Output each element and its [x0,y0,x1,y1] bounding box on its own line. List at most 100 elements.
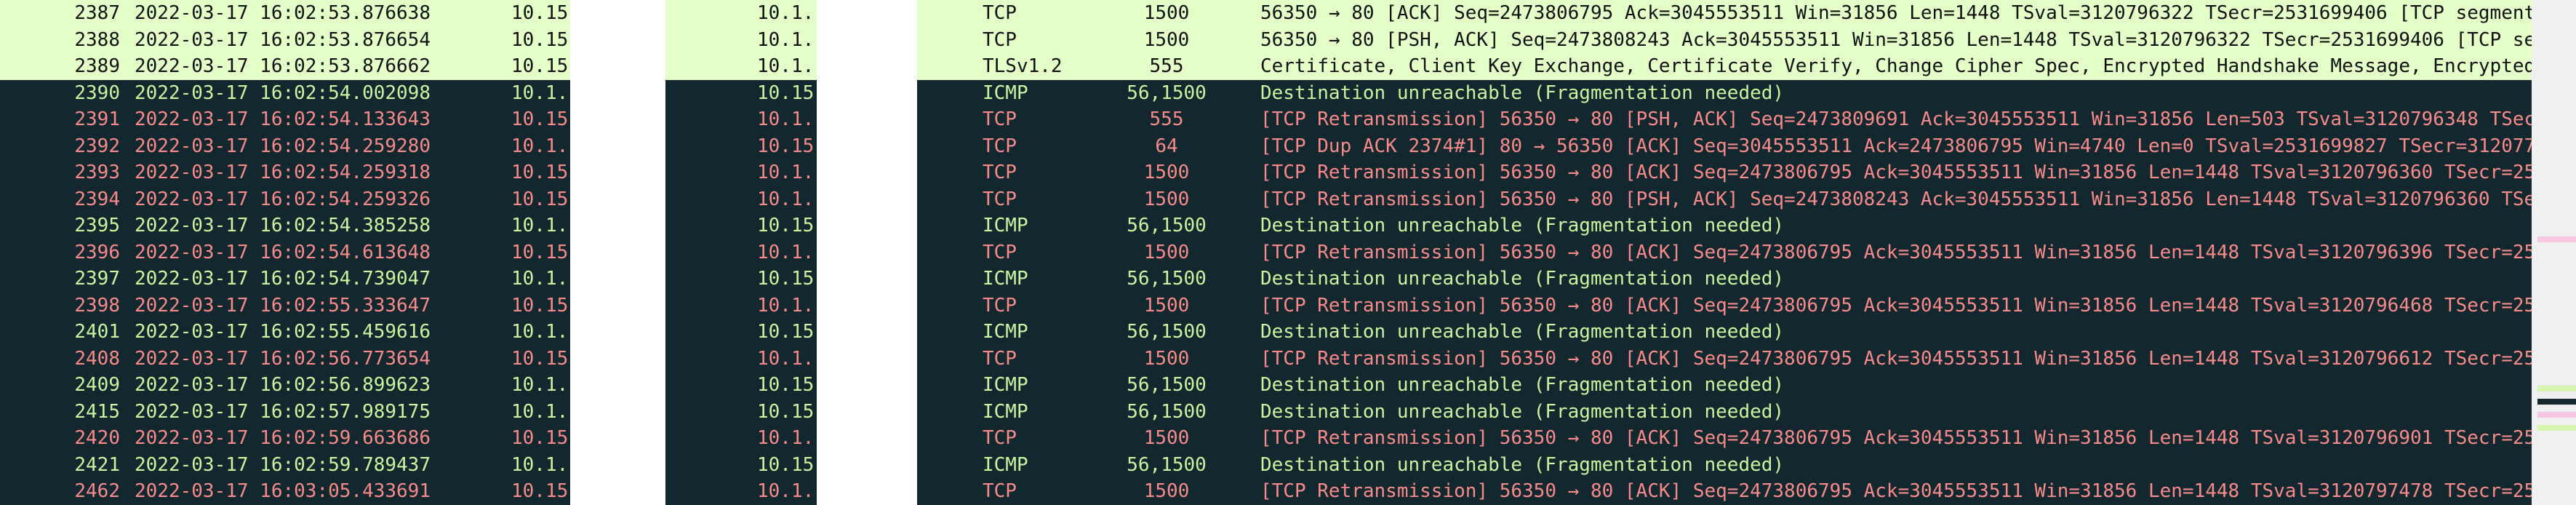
packet-length: 56,1500 [1127,453,1207,476]
packet-time: 2022-03-17 16:02:55.459616 [135,321,431,343]
packet-row[interactable]: 2387 2022-03-17 16:02:53.876638 10.15 10.1.… [0,0,2532,27]
packet-number: 2395 [74,215,120,236]
source-address: 10.15 [511,55,569,77]
packet-row[interactable]: 2390 2022-03-17 16:02:54.002098 10.1. 10.15… [0,79,2532,106]
source-address: 10.15 [511,162,569,183]
packet-row[interactable]: 2395 2022-03-17 16:02:54.385258 10.1. 10.15… [0,212,2532,239]
packet-length: 1500 [1143,427,1190,449]
source-address: 10.15 [511,480,569,502]
packet-time: 2022-03-17 16:02:54.739047 [135,268,431,290]
packet-info: [TCP Retransmission] 56350 → 80 [ACK] Se… [1260,480,2532,502]
packet-row[interactable]: 2408 2022-03-17 16:02:56.773654 10.15 10.1.… [0,345,2532,372]
packet-row[interactable]: 2392 2022-03-17 16:02:54.259280 10.1. 10.15… [0,132,2532,159]
protocol: TCP [983,241,1017,263]
packet-time: 2022-03-17 16:02:54.133643 [135,108,431,130]
packet-number: 2462 [74,480,120,502]
scroll-marker [2537,386,2576,391]
packet-row[interactable]: 2396 2022-03-17 16:02:54.613648 10.15 10.1.… [0,239,2532,266]
protocol: ICMP [983,453,1028,476]
packet-number: 2396 [74,241,120,263]
packet-info: Destination unreachable (Fragmentation n… [1260,374,1785,396]
packet-length: 1500 [1143,2,1190,24]
redaction-box [570,0,665,505]
source-address: 10.1. [511,135,569,157]
packet-time: 2022-03-17 16:02:56.773654 [135,347,431,370]
protocol: ICMP [983,321,1028,343]
packet-row[interactable]: 2462 2022-03-17 16:03:05.433691 10.15 10.1.… [0,478,2532,505]
destination-address: 10.15 [757,321,815,343]
destination-address: 10.1. [757,241,815,263]
packet-row[interactable]: 2393 2022-03-17 16:02:54.259318 10.15 10.1.… [0,159,2532,186]
packet-length: 1500 [1143,188,1190,210]
destination-address: 10.1. [757,2,815,24]
protocol: TCP [983,2,1017,24]
packet-row[interactable]: 2397 2022-03-17 16:02:54.739047 10.1. 10.15… [0,266,2532,293]
packet-time: 2022-03-17 16:02:56.899623 [135,374,431,396]
packet-row[interactable]: 2391 2022-03-17 16:02:54.133643 10.15 10.1.… [0,106,2532,133]
packet-time: 2022-03-17 16:02:53.876654 [135,28,431,51]
source-address: 10.15 [511,294,569,317]
destination-address: 10.1. [757,347,815,370]
packet-info: 56350 → 80 [PSH, ACK] Seq=2473808243 Ack… [1260,28,2532,51]
scrollbar[interactable] [2532,0,2576,505]
packet-number: 2397 [74,268,120,290]
packet-time: 2022-03-17 16:02:54.385258 [135,215,431,236]
packet-info: Destination unreachable (Fragmentation n… [1260,215,1785,236]
packet-row[interactable]: 2409 2022-03-17 16:02:56.899623 10.1. 10.15… [0,372,2532,399]
destination-address: 10.1. [757,480,815,502]
destination-address: 10.1. [757,294,815,317]
protocol: TCP [983,135,1017,157]
scroll-marker [2537,236,2576,242]
redaction-box [817,0,917,505]
protocol: ICMP [983,81,1028,104]
protocol: ICMP [983,268,1028,290]
packet-row[interactable]: 2420 2022-03-17 16:02:59.663686 10.15 10.1.… [0,425,2532,452]
packet-number: 2415 [74,400,120,423]
protocol: TCP [983,28,1017,51]
packet-length: 1500 [1143,347,1190,370]
protocol: TCP [983,294,1017,317]
protocol: TLSv1.2 [983,55,1063,77]
destination-address: 10.1. [757,28,815,51]
packet-time: 2022-03-17 16:02:59.789437 [135,453,431,476]
packet-info: [TCP Retransmission] 56350 → 80 [ACK] Se… [1260,427,2532,449]
packet-info: [TCP Retransmission] 56350 → 80 [ACK] Se… [1260,347,2532,370]
packet-number: 2401 [74,321,120,343]
packet-row[interactable]: 2415 2022-03-17 16:02:57.989175 10.1. 10.15… [0,398,2532,425]
destination-address: 10.15 [757,400,815,423]
destination-address: 10.1. [757,162,815,183]
packet-info: Certificate, Client Key Exchange, Certif… [1260,55,2532,77]
packet-row[interactable]: 2389 2022-03-17 16:02:53.876662 10.15 10.1.… [0,53,2532,80]
packet-number: 2389 [74,55,120,77]
packet-number: 2387 [74,2,120,24]
protocol: TCP [983,108,1017,130]
packet-row[interactable]: 2421 2022-03-17 16:02:59.789437 10.1. 10.15… [0,451,2532,478]
packet-time: 2022-03-17 16:02:54.613648 [135,241,431,263]
packet-info: [TCP Retransmission] 56350 → 80 [PSH, AC… [1260,108,2532,130]
destination-address: 10.15 [757,215,815,236]
packet-info: Destination unreachable (Fragmentation n… [1260,268,1785,290]
destination-address: 10.1. [757,108,815,130]
source-address: 10.1. [511,81,569,104]
packet-info: [TCP Retransmission] 56350 → 80 [ACK] Se… [1260,294,2532,317]
packet-length: 1500 [1143,28,1190,51]
packet-row[interactable]: 2398 2022-03-17 16:02:55.333647 10.15 10.1.… [0,292,2532,319]
source-address: 10.1. [511,321,569,343]
packet-info: Destination unreachable (Fragmentation n… [1260,453,1785,476]
packet-number: 2421 [74,453,120,476]
packet-length: 1500 [1143,241,1190,263]
packet-row[interactable]: 2401 2022-03-17 16:02:55.459616 10.1. 10.15… [0,319,2532,346]
destination-address: 10.1. [757,427,815,449]
packet-time: 2022-03-17 16:02:53.876638 [135,2,431,24]
packet-length: 1500 [1143,480,1190,502]
packet-length: 555 [1149,108,1184,130]
destination-address: 10.15 [757,268,815,290]
packet-info: [TCP Retransmission] 56350 → 80 [ACK] Se… [1260,162,2532,183]
packet-row[interactable]: 2388 2022-03-17 16:02:53.876654 10.15 10.1.… [0,26,2532,53]
destination-address: 10.1. [757,55,815,77]
packet-length: 56,1500 [1127,215,1207,236]
source-address: 10.15 [511,427,569,449]
packet-number: 2394 [74,188,120,210]
packet-row[interactable]: 2394 2022-03-17 16:02:54.259326 10.15 10.1.… [0,186,2532,212]
